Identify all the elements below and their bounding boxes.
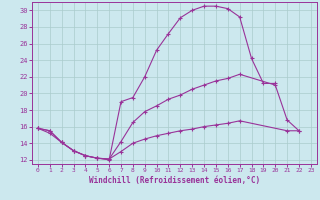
X-axis label: Windchill (Refroidissement éolien,°C): Windchill (Refroidissement éolien,°C): [89, 176, 260, 185]
